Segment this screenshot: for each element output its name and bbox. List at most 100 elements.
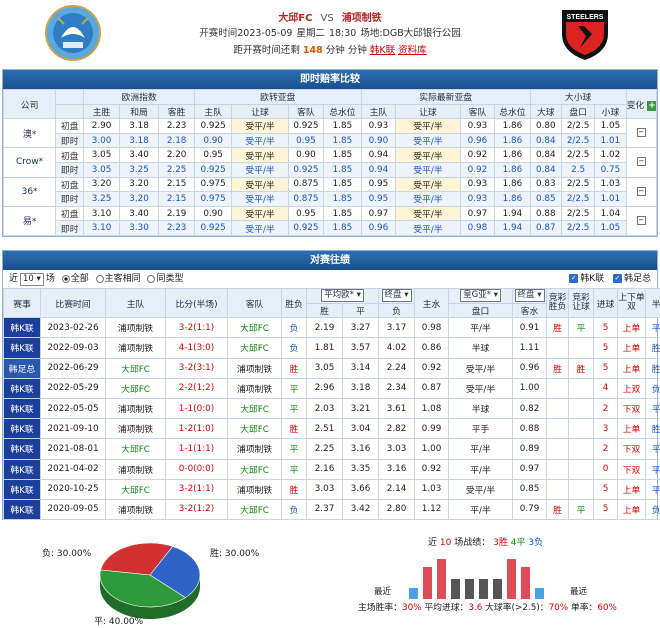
h2h-away[interactable]: 浦项制铁 <box>227 357 282 379</box>
h2h-home[interactable]: 浦项制铁 <box>105 458 166 480</box>
h2h-lg[interactable]: 韩K联 <box>3 438 41 460</box>
h2h-away[interactable]: 浦项制铁 <box>227 478 282 500</box>
h2h-home[interactable]: 浦项制铁 <box>105 397 166 420</box>
h2h-lg[interactable]: 韩K联 <box>3 377 41 399</box>
database-link[interactable]: 资料库 <box>398 45 427 56</box>
radio-same-league[interactable] <box>147 274 156 283</box>
h2h-score[interactable]: 2-2(1:2) <box>165 377 228 399</box>
checkbox-k-league[interactable]: ✓ <box>569 274 579 283</box>
expand-toggle[interactable]: − <box>625 205 658 236</box>
h2h-o2: 3.21 <box>341 397 380 420</box>
odds-subhead: 主队 <box>360 103 397 120</box>
h2h-away[interactable]: 浦项制铁 <box>227 438 282 460</box>
col-company: 公司 <box>2 88 57 120</box>
checkbox-fa-cup[interactable]: ✓ <box>612 274 622 283</box>
h2h-away[interactable]: 大邱FC <box>227 498 282 521</box>
h2h-lg[interactable]: 韩K联 <box>3 397 41 420</box>
h2h-hf: 胜胜 <box>645 337 660 359</box>
odds-value: 0.925 <box>287 161 325 178</box>
h2h-away[interactable]: 大邱FC <box>227 397 282 420</box>
odds-value: 0.97 <box>459 205 496 222</box>
match-count-select[interactable]: 10 ▾ <box>20 273 44 286</box>
h2h-lg[interactable]: 韩足总 <box>3 357 41 379</box>
h2h-jc: 胜 <box>546 357 570 379</box>
radio-same-home-label: 主客相同 <box>104 274 141 284</box>
h2h-col-jc-result: 竞彩胜负 <box>546 287 570 319</box>
h2h-away[interactable]: 浦项制铁 <box>227 377 282 399</box>
odds-value: 1.01 <box>594 191 627 207</box>
h2h-hw: 0.87 <box>414 377 450 399</box>
collapse-icon[interactable]: − <box>636 128 646 138</box>
odds-value: 1.85 <box>323 176 362 193</box>
h2h-lg[interactable]: 韩K联 <box>3 317 41 339</box>
h2h-lg[interactable]: 韩K联 <box>3 337 41 359</box>
h2h-score[interactable]: 3-2(3:1) <box>165 357 228 379</box>
away-team-name[interactable]: 浦项制铁 <box>341 13 382 24</box>
h2h-lg[interactable]: 韩K联 <box>3 498 41 521</box>
league-link[interactable]: 韩K联 <box>369 45 396 56</box>
h2h-body: 韩K联 2023-02-26 浦项制铁 3-2(1:1) 大邱FC 负 2.19 3.27 3.… <box>3 317 660 521</box>
collapse-icon[interactable]: − <box>636 215 646 225</box>
add-icon[interactable]: + <box>647 100 656 111</box>
h2h-score[interactable]: 1-2(1:0) <box>165 418 228 440</box>
h2h-score[interactable]: 1-1(0:0) <box>165 397 228 420</box>
h2h-o2: 3.57 <box>341 337 380 359</box>
odds-value: 1.86 <box>494 191 531 207</box>
h2h-away[interactable]: 大邱FC <box>227 458 282 480</box>
filter-near: 近 <box>9 274 19 284</box>
h2h-score[interactable]: 1-1(1:1) <box>165 438 228 460</box>
collapse-icon[interactable]: − <box>636 186 646 196</box>
h2h-hc: 受平/半 <box>448 478 514 500</box>
h2h-lg[interactable]: 韩K联 <box>3 418 41 440</box>
odds-value: 受平/半 <box>231 118 289 134</box>
radio-all[interactable] <box>61 274 70 283</box>
euro-stage-select[interactable]: 终盘 ▾ <box>378 288 416 304</box>
radio-same-home[interactable] <box>95 274 104 283</box>
h2h-score[interactable]: 3-2(1:2) <box>165 498 228 521</box>
h2h-home[interactable]: 浦项制铁 <box>105 337 166 359</box>
h2h-score[interactable]: 0-0(0:0) <box>165 458 228 480</box>
odds-value: 1.05 <box>594 118 627 134</box>
h2h-goals: 5 <box>593 337 619 359</box>
h2h-jc <box>546 438 570 460</box>
h2h-score[interactable]: 4-1(3:0) <box>165 337 228 359</box>
expand-toggle[interactable]: − <box>625 176 658 207</box>
odds-value: 受平/半 <box>395 147 461 163</box>
home-team-name[interactable]: 大邱FC <box>278 13 313 24</box>
h2h-home[interactable]: 大邱FC <box>105 377 166 399</box>
asia-company-select[interactable]: 皇G亚* ▾ <box>448 288 514 304</box>
h2h-away[interactable]: 大邱FC <box>227 317 282 339</box>
h2h-home[interactable]: 大邱FC <box>105 478 166 500</box>
h2h-home[interactable]: 浦项制铁 <box>105 418 166 440</box>
h2h-score[interactable]: 3-2(1:1) <box>165 317 228 339</box>
company-name[interactable]: 易* <box>2 205 57 236</box>
h2h-home[interactable]: 浦项制铁 <box>105 317 166 339</box>
odds-value: 0.93 <box>459 118 496 134</box>
odds-value: 受平/半 <box>231 132 289 149</box>
h2h-away[interactable]: 大邱FC <box>227 418 282 440</box>
h2h-home[interactable]: 浦项制铁 <box>105 498 166 521</box>
expand-toggle[interactable]: − <box>625 147 658 178</box>
euro-company-select[interactable]: 平均欧* ▾ <box>305 288 380 304</box>
h2h-home[interactable]: 大邱FC <box>105 438 166 460</box>
h2h-aw: 0.88 <box>512 418 548 440</box>
collapse-icon[interactable]: − <box>636 157 646 167</box>
h2h-jc <box>546 337 570 359</box>
h2h-home[interactable]: 大邱FC <box>105 357 166 379</box>
h2h-away[interactable]: 大邱FC <box>227 337 282 359</box>
company-name[interactable]: Crow* <box>2 147 57 178</box>
expand-toggle[interactable]: − <box>625 118 658 149</box>
odds-value: 0.92 <box>459 161 496 178</box>
odds-value: 0.975 <box>193 176 233 193</box>
company-name[interactable]: 36* <box>2 176 57 207</box>
recent-summary: 近 10 场战绩： 3胜 4平 3负 <box>428 535 543 548</box>
h2h-score[interactable]: 3-2(1:1) <box>165 478 228 500</box>
h2h-o3: 4.02 <box>378 337 416 359</box>
h2h-goals: 2 <box>593 438 619 460</box>
asia-stage-select[interactable]: 终盘 ▾ <box>512 288 548 304</box>
company-name[interactable]: 澳* <box>2 118 57 149</box>
h2h-hf: 负胜 <box>645 498 660 521</box>
h2h-lg[interactable]: 韩K联 <box>3 458 41 480</box>
radio-same-league-label: 同类型 <box>156 274 184 284</box>
h2h-lg[interactable]: 韩K联 <box>3 478 41 500</box>
